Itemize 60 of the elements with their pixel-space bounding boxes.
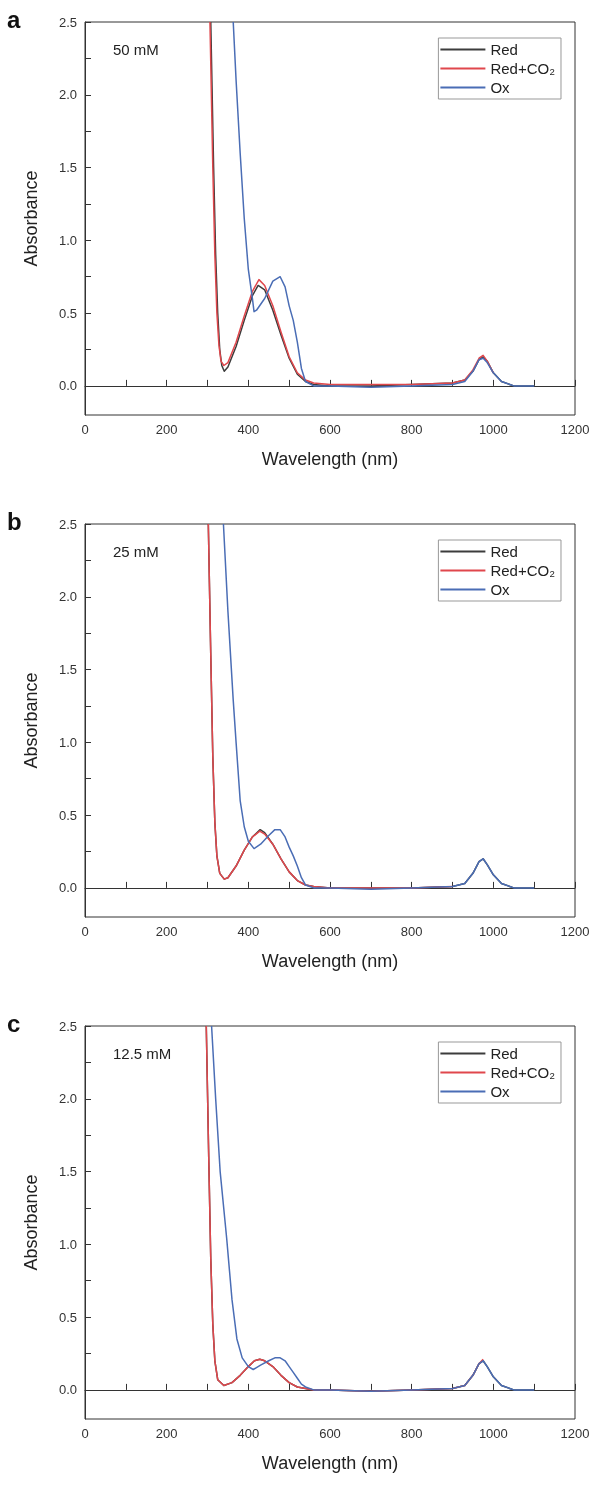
legend-label: Ox bbox=[490, 581, 511, 598]
legend-label: Ox bbox=[490, 1083, 511, 1100]
y-tick-label: 1.5 bbox=[58, 1164, 77, 1180]
y-axis-title: Absorbance bbox=[21, 672, 41, 769]
y-tick-label: 0.0 bbox=[58, 880, 77, 896]
y-tick-label: 2.0 bbox=[58, 87, 77, 103]
chart-title: a bbox=[7, 5, 21, 33]
legend-label: Red+CO₂ bbox=[490, 1064, 556, 1081]
x-tick-label: 1200 bbox=[560, 422, 590, 437]
y-tick-label: 2.5 bbox=[58, 1018, 77, 1034]
x-tick-label: 200 bbox=[155, 422, 178, 437]
y-tick-label: 0.5 bbox=[58, 1309, 77, 1325]
x-tick-label: 800 bbox=[400, 1426, 423, 1441]
x-tick-label: 0 bbox=[81, 924, 89, 939]
annotation: 25 mM bbox=[113, 543, 159, 560]
legend-label: Ox bbox=[490, 79, 511, 96]
annotation: 50 mM bbox=[113, 41, 159, 58]
legend-label: Red bbox=[490, 1045, 518, 1062]
x-axis-title: Wavelength (nm) bbox=[261, 951, 399, 971]
y-tick-label: 2.5 bbox=[58, 516, 77, 532]
y-tick-label: 0.0 bbox=[58, 378, 77, 394]
y-tick-label: 1.0 bbox=[58, 1236, 77, 1252]
y-tick-label: 0.0 bbox=[58, 1382, 77, 1398]
x-tick-label: 1000 bbox=[478, 924, 508, 939]
x-tick-label: 400 bbox=[237, 924, 260, 939]
y-axis-title: Absorbance bbox=[21, 170, 41, 267]
x-tick-label: 1000 bbox=[478, 422, 508, 437]
y-tick-label: 2.5 bbox=[58, 14, 77, 30]
x-tick-label: 600 bbox=[319, 924, 341, 939]
x-tick-label: 1200 bbox=[560, 1426, 590, 1441]
y-tick-label: 2.0 bbox=[58, 589, 77, 605]
x-tick-label: 800 bbox=[400, 924, 423, 939]
x-tick-label: 1200 bbox=[560, 924, 590, 939]
x-tick-label: 1000 bbox=[478, 1426, 508, 1441]
x-tick-label: 0 bbox=[81, 422, 89, 437]
legend-label: Red bbox=[490, 41, 518, 58]
y-tick-label: 0.5 bbox=[58, 305, 77, 321]
legend-label: Red+CO₂ bbox=[490, 60, 556, 77]
x-tick-label: 200 bbox=[155, 1426, 178, 1441]
x-tick-label: 400 bbox=[237, 1426, 260, 1441]
x-axis-title: Wavelength (nm) bbox=[261, 449, 399, 469]
y-tick-label: 1.5 bbox=[58, 662, 77, 678]
x-tick-label: 200 bbox=[155, 924, 178, 939]
legend-label: Red+CO₂ bbox=[490, 562, 556, 579]
legend-label: Red bbox=[490, 543, 518, 560]
y-tick-label: 1.0 bbox=[58, 232, 77, 248]
y-tick-label: 1.0 bbox=[58, 734, 77, 750]
chart-title: c bbox=[7, 1009, 21, 1037]
x-tick-label: 0 bbox=[81, 1426, 89, 1441]
x-axis-title: Wavelength (nm) bbox=[261, 1453, 399, 1473]
chart-title: b bbox=[7, 507, 22, 535]
x-tick-label: 600 bbox=[319, 422, 341, 437]
x-tick-label: 800 bbox=[400, 422, 423, 437]
x-tick-label: 600 bbox=[319, 1426, 341, 1441]
y-tick-label: 0.5 bbox=[58, 807, 77, 823]
y-tick-label: 2.0 bbox=[58, 1091, 77, 1107]
y-axis-title: Absorbance bbox=[21, 1174, 41, 1271]
annotation: 12.5 mM bbox=[113, 1045, 172, 1062]
x-tick-label: 400 bbox=[237, 422, 260, 437]
y-tick-label: 1.5 bbox=[58, 160, 77, 176]
